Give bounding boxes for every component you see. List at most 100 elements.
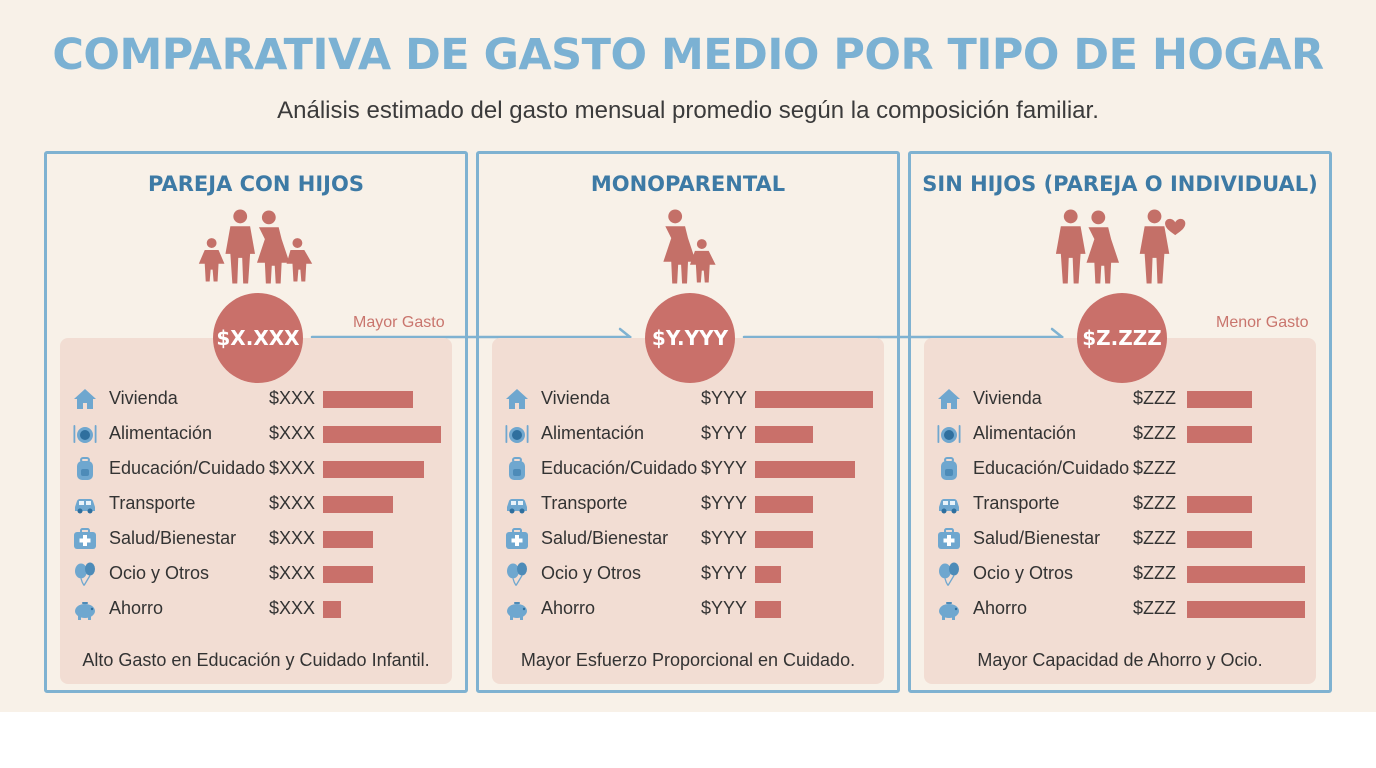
panel-pareja-con-hijos: PAREJA CON HIJOS Vivienda $XXX Alimentació… (44, 151, 468, 693)
expense-value: $XXX (269, 563, 316, 583)
expense-value: $YYY (701, 458, 748, 478)
balloons-icon (939, 562, 959, 586)
expense-label: Ocio y Otros (109, 563, 210, 583)
expense-value: $XXX (269, 528, 316, 548)
expense-label: Vivienda (109, 388, 178, 408)
expense-row: Alimentación $XXX (72, 419, 452, 449)
expense-bar (1187, 601, 1305, 618)
expense-value: $ZZZ (1133, 423, 1176, 443)
expense-row: Vivienda $XXX (72, 384, 452, 414)
expense-bar (323, 426, 441, 443)
expense-bar (1187, 531, 1252, 548)
expense-bar (323, 496, 393, 513)
couple-and-single-icon (1055, 209, 1186, 284)
panel-title: MONOPARENTAL (590, 172, 786, 196)
panel-title: PAREJA CON HIJOS (148, 172, 364, 196)
page-title: COMPARATIVA DE GASTO MEDIO POR TIPO DE H… (52, 30, 1324, 80)
expense-row: Educación/Cuidado $ZZZ (936, 454, 1316, 484)
expense-value: $YYY (701, 388, 748, 408)
car-icon (75, 499, 95, 514)
expense-row: Ocio y Otros $YYY (504, 559, 884, 589)
piggy-bank-icon (507, 602, 527, 620)
expense-value: $XXX (269, 493, 316, 513)
expense-bar (323, 566, 373, 583)
total-amount-badge: $Y.YYY (645, 293, 735, 383)
expense-row: Vivienda $YYY (504, 384, 884, 414)
family-with-children-icon (198, 209, 313, 284)
expense-value: $YYY (701, 423, 748, 443)
expense-label: Alimentación (541, 423, 645, 443)
expense-row: Salud/Bienestar $XXX (72, 524, 452, 554)
house-icon (74, 389, 96, 409)
expense-value: $XXX (269, 458, 316, 478)
expense-value: $YYY (701, 528, 748, 548)
plate-cutlery-icon (505, 425, 529, 443)
expense-row: Salud/Bienestar $YYY (504, 524, 884, 554)
infographic-canvas: COMPARATIVA DE GASTO MEDIO POR TIPO DE H… (0, 0, 1376, 712)
expense-bar (755, 601, 781, 618)
panel-note: Mayor Capacidad de Ahorro y Ocio. (977, 650, 1263, 670)
car-icon (507, 499, 527, 514)
expense-row: Ocio y Otros $XXX (72, 559, 452, 589)
panel-monoparental: MONOPARENTAL Vivienda $YYY Alimentación $YY… (476, 151, 900, 693)
expense-value: $XXX (269, 388, 316, 408)
expense-label: Transporte (973, 493, 1060, 513)
expense-row: Ahorro $YYY (504, 594, 884, 624)
expense-label: Ahorro (973, 598, 1028, 618)
expense-bar (755, 531, 813, 548)
expense-bar (755, 391, 873, 408)
expense-row: Ahorro $ZZZ (936, 594, 1316, 624)
expense-label: Ahorro (109, 598, 164, 618)
expense-value: $XXX (269, 598, 316, 618)
single-parent-icon (663, 209, 716, 284)
expense-label: Educación/Cuidado (109, 458, 266, 478)
expense-label: Salud/Bienestar (109, 528, 237, 548)
medical-kit-icon (74, 528, 96, 549)
plate-cutlery-icon (937, 425, 961, 443)
backpack-icon (77, 457, 93, 480)
panel-note: Mayor Esfuerzo Proporcional en Cuidado. (520, 650, 856, 670)
expense-row: Alimentación $YYY (504, 419, 884, 449)
total-amount-badge: $Z.ZZZ (1077, 293, 1167, 383)
expense-row: Ahorro $XXX (72, 594, 452, 624)
expense-bar (755, 426, 813, 443)
panel-title: SIN HIJOS (PAREJA O INDIVIDUAL) (922, 172, 1318, 196)
plate-cutlery-icon (73, 425, 97, 443)
balloons-icon (75, 562, 95, 586)
expense-row: Ocio y Otros $ZZZ (936, 559, 1316, 589)
expense-bar (755, 566, 781, 583)
expense-row: Transporte $YYY (504, 489, 884, 519)
backpack-icon (509, 457, 525, 480)
expense-value: $XXX (269, 423, 316, 443)
expense-bar (323, 531, 373, 548)
expense-row: Salud/Bienestar $ZZZ (936, 524, 1316, 554)
panel-note: Alto Gasto en Educación y Cuidado Infant… (82, 650, 430, 670)
backpack-icon (941, 457, 957, 480)
expense-bar (323, 601, 341, 618)
expense-value: $ZZZ (1133, 388, 1176, 408)
expense-label: Ocio y Otros (541, 563, 642, 583)
house-icon (506, 389, 528, 409)
expense-value: $ZZZ (1133, 528, 1176, 548)
total-amount-badge: $X.XXX (213, 293, 303, 383)
expense-row: Alimentación $ZZZ (936, 419, 1316, 449)
expense-bar (1187, 496, 1252, 513)
expense-label: Educación/Cuidado (973, 458, 1130, 478)
panel-sin-hijos: SIN HIJOS (PAREJA O INDIVIDUAL) Vivienda… (908, 151, 1332, 693)
tag-mayor-gasto: Mayor Gasto (353, 314, 445, 331)
piggy-bank-icon (939, 602, 959, 620)
expense-label: Ocio y Otros (973, 563, 1074, 583)
expense-row: Educación/Cuidado $XXX (72, 454, 452, 484)
expense-value: $ZZZ (1133, 458, 1176, 478)
balloons-icon (507, 562, 527, 586)
expense-label: Transporte (109, 493, 196, 513)
expense-label: Salud/Bienestar (973, 528, 1101, 548)
medical-kit-icon (506, 528, 528, 549)
expense-value: $ZZZ (1133, 598, 1176, 618)
expense-card: Vivienda $YYY Alimentación $YYY Educación/Cu… (492, 338, 884, 684)
expense-bar (323, 391, 413, 408)
expense-bar (755, 496, 813, 513)
house-icon (938, 389, 960, 409)
expense-label: Salud/Bienestar (541, 528, 669, 548)
expense-label: Alimentación (109, 423, 213, 443)
